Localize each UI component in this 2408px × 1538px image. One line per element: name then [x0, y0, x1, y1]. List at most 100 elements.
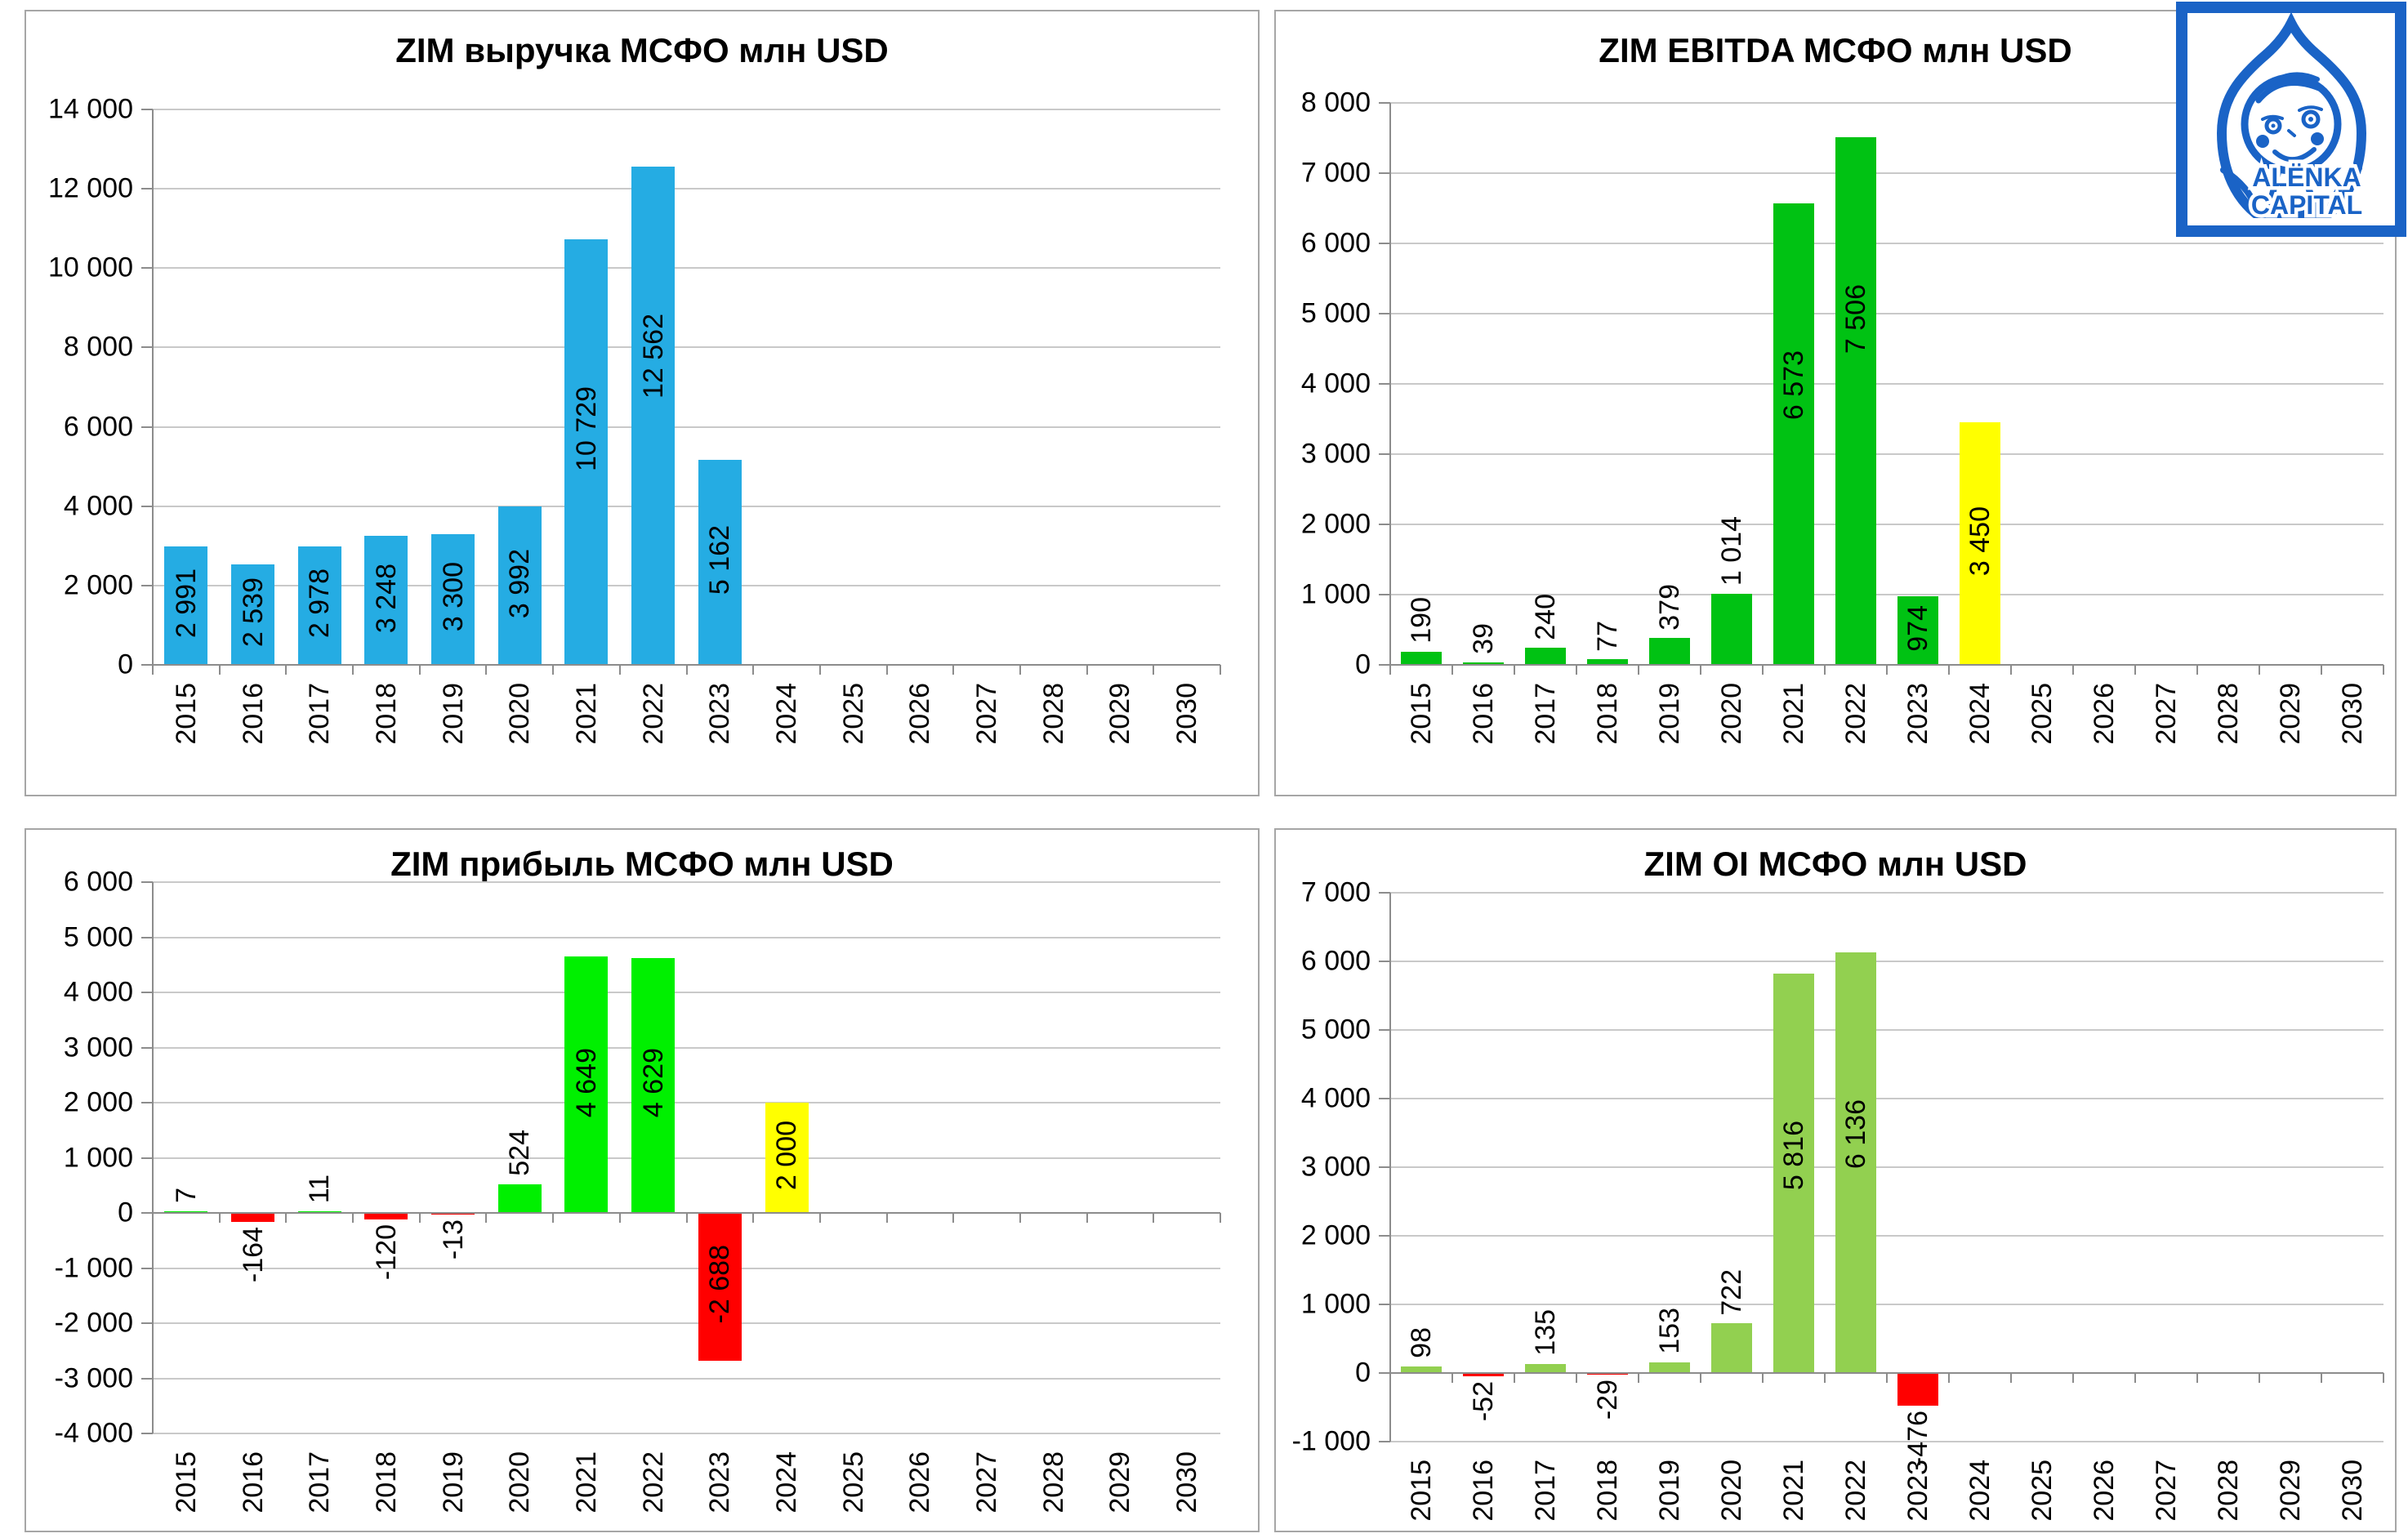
- gridline: [1390, 102, 2383, 104]
- bar: [1463, 1373, 1504, 1377]
- y-axis-tick: [141, 109, 153, 110]
- y-axis-tick: [141, 1377, 153, 1380]
- x-axis-tick: [1948, 665, 1950, 675]
- y-axis-tick: [1379, 1029, 1390, 1031]
- gridline: [1390, 243, 2383, 244]
- gridline: [1390, 383, 2383, 385]
- bar-value-label: 2 991: [170, 568, 202, 638]
- x-axis-tick: [685, 1213, 688, 1223]
- x-tick-label: 2017: [304, 683, 336, 745]
- gridline: [1390, 1166, 2383, 1168]
- x-tick-label: 2023: [704, 683, 736, 745]
- x-axis-tick: [285, 1213, 288, 1223]
- x-tick-label: 2029: [2275, 1460, 2306, 1522]
- chart-title: ZIM EBITDA МСФО млн USD: [1599, 31, 2072, 69]
- y-axis-tick: [141, 1046, 153, 1049]
- y-axis-tick: [1379, 961, 1390, 962]
- x-axis-tick: [1576, 1373, 1577, 1383]
- bar: [1835, 137, 1876, 665]
- bar: [297, 546, 341, 665]
- x-tick-label: 2028: [1037, 683, 1069, 745]
- bar-value-label: 3 992: [504, 548, 536, 618]
- x-tick-label: 2021: [1778, 683, 1809, 745]
- gridline: [153, 1157, 1220, 1159]
- x-axis-tick: [1576, 665, 1577, 675]
- x-tick-label: 2022: [1840, 1460, 1871, 1522]
- gridline: [153, 881, 1220, 883]
- bar: [1525, 1363, 1566, 1373]
- y-tick-label: 0: [1355, 1357, 1371, 1389]
- gridline: [153, 1046, 1220, 1049]
- bar: [1897, 1373, 1938, 1406]
- y-axis-tick: [1379, 1372, 1390, 1374]
- x-tick-label: 2016: [237, 1451, 269, 1513]
- y-tick-label: 7 000: [1300, 157, 1371, 189]
- y-axis-line: [152, 109, 154, 675]
- x-axis-tick: [2134, 665, 2136, 675]
- x-tick-label: 2026: [904, 1451, 936, 1513]
- x-axis-tick: [1514, 1373, 1515, 1383]
- y-axis-tick: [1379, 1441, 1390, 1442]
- y-tick-label: -1 000: [1291, 1425, 1371, 1457]
- x-axis-tick: [152, 1213, 154, 1223]
- gridline: [153, 1377, 1220, 1380]
- bar: [497, 1184, 542, 1213]
- x-axis-tick: [1019, 1213, 1021, 1223]
- x-axis-tick: [1762, 665, 1764, 675]
- gridline: [153, 426, 1220, 428]
- bar: [1587, 659, 1628, 665]
- x-tick-label: 2025: [2027, 683, 2058, 745]
- bar-value-label: 153: [1654, 1308, 1685, 1355]
- x-tick-label: 2024: [1964, 683, 1996, 745]
- x-tick-label: 2016: [1468, 683, 1499, 745]
- y-tick-label: -1 000: [54, 1252, 133, 1283]
- bar-value-label: -52: [1468, 1381, 1499, 1422]
- x-axis-tick: [818, 665, 821, 675]
- gridline: [1390, 1029, 2383, 1031]
- x-axis-tick: [1824, 1373, 1826, 1383]
- gridline: [1390, 892, 2383, 894]
- x-axis-tick: [2321, 1373, 2322, 1383]
- y-tick-label: 12 000: [48, 172, 133, 204]
- y-tick-label: 8 000: [63, 331, 133, 363]
- y-axis-tick: [1379, 453, 1390, 455]
- x-axis-tick: [352, 1213, 355, 1223]
- logo-text-line1: ALЁNKA: [2252, 163, 2361, 192]
- bar-value-label: 98: [1406, 1326, 1437, 1358]
- y-axis-tick: [141, 1212, 153, 1214]
- x-tick-label: 2029: [2275, 683, 2306, 745]
- y-axis-tick: [141, 936, 153, 938]
- x-tick-label: 2025: [2027, 1460, 2058, 1522]
- y-tick-label: 3 000: [1300, 438, 1371, 470]
- x-tick-label: 2017: [1530, 1460, 1561, 1522]
- chart-panel-profit: ZIM прибыль МСФО млн USD -4 000 -3 000 -2 …: [25, 828, 1260, 1532]
- bar-value-label: 7 506: [1840, 284, 1871, 354]
- x-axis-tick: [218, 1213, 221, 1223]
- x-axis-tick: [418, 1213, 421, 1223]
- x-axis-tick: [552, 1213, 555, 1223]
- x-axis-tick: [885, 1213, 888, 1223]
- x-tick-label: 2024: [1964, 1460, 1996, 1522]
- y-tick-label: 2 000: [63, 1086, 133, 1118]
- x-axis-tick: [2010, 1373, 2012, 1383]
- y-tick-label: 5 000: [1300, 297, 1371, 329]
- x-axis-tick: [885, 665, 888, 675]
- x-axis-tick: [485, 1213, 488, 1223]
- bar: [1711, 593, 1752, 665]
- chart-panel-revenue: ZIM выручка МСФО млн USD 0 2 000 4 000 6 00…: [25, 10, 1260, 796]
- x-tick-label: 2029: [1104, 683, 1136, 745]
- x-axis-tick: [152, 665, 154, 675]
- y-tick-label: 4 000: [63, 976, 133, 1008]
- logo-text-line2: CAPITAL: [2251, 190, 2362, 220]
- bar-value-label: 39: [1468, 622, 1499, 654]
- y-tick-label: 7 000: [1300, 876, 1371, 908]
- x-tick-label: 2027: [971, 683, 1003, 745]
- x-axis-tick: [2010, 665, 2012, 675]
- bar-value-label: 974: [1902, 604, 1933, 652]
- y-tick-label: 5 000: [1300, 1014, 1371, 1045]
- x-tick-label: 2020: [504, 683, 536, 745]
- bar-value-label: 240: [1530, 593, 1561, 640]
- chart-title: ZIM прибыль МСФО млн USD: [390, 845, 894, 883]
- bar-value-label: 524: [504, 1129, 536, 1176]
